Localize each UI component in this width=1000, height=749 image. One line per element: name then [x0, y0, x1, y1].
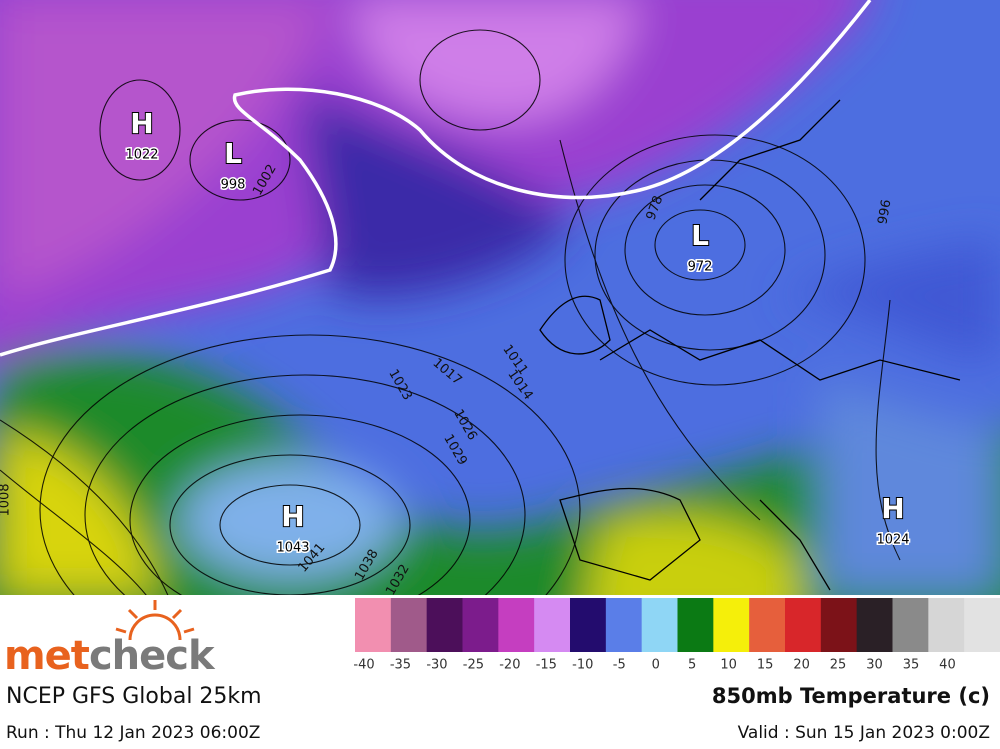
legend-label: -30 [426, 658, 447, 673]
legend-label: -35 [390, 658, 411, 673]
legend-label: 30 [866, 658, 883, 673]
svg-text:metcheck: metcheck [4, 633, 216, 679]
product-title: 850mb Temperature (c) [712, 684, 990, 708]
pressure-center-value: 972 [688, 260, 713, 275]
brand-suffix: check [89, 633, 216, 679]
legend-swatch [498, 598, 535, 652]
legend-label: 5 [688, 658, 696, 673]
isobars [0, 29, 901, 595]
pressure-center-value: 1024 [876, 533, 909, 548]
pressure-center-kind: L [691, 219, 709, 252]
legend-swatch [785, 598, 822, 652]
legend-swatch [426, 598, 463, 652]
legend-swatch [462, 598, 499, 652]
legend-label: 0 [652, 658, 660, 673]
legend-swatch [964, 598, 1000, 652]
legend-swatch [534, 598, 571, 652]
pressure-center-value: 998 [221, 178, 246, 193]
pressure-center-kind: H [130, 107, 153, 140]
pressure-center-kind: H [281, 500, 304, 533]
legend-label: -10 [572, 658, 593, 673]
run-time: Run : Thu 12 Jan 2023 06:00Z [6, 723, 260, 743]
coastlines [539, 99, 961, 591]
legend-swatch [641, 598, 678, 652]
legend-swatch [605, 598, 643, 652]
sun-icon [115, 600, 195, 641]
pressure-center-kind: L [224, 137, 242, 170]
legend-swatch [892, 598, 929, 652]
legend-label: -5 [613, 658, 626, 673]
legend-swatch [390, 598, 428, 652]
legend-label: 40 [939, 658, 956, 673]
brand-prefix: met [4, 633, 90, 679]
pressure-center-kind: H [881, 492, 904, 525]
legend-swatch [677, 598, 714, 652]
legend-label: 35 [903, 658, 920, 673]
brand-logo: metcheck [4, 600, 217, 679]
legend-swatch [856, 598, 893, 652]
color-legend: -40 -35 -30 -25 -20 -15 -10 -5 0 5 10 15 20 25 30 35 40 [353, 598, 1000, 673]
model-name: NCEP GFS Global 25km [6, 684, 262, 709]
legend-swatch [749, 598, 786, 652]
legend-label: 20 [793, 658, 810, 673]
legend-swatch [570, 598, 607, 652]
legend-swatch [713, 598, 750, 652]
legend-label: 25 [830, 658, 847, 673]
valid-time: Valid : Sun 15 Jan 2023 0:00Z [738, 723, 990, 743]
legend-label: -20 [499, 658, 520, 673]
legend-label: -40 [353, 658, 374, 673]
pressure-center-value: 1022 [125, 148, 158, 163]
freezing-line [0, 0, 872, 357]
legend-label: 10 [720, 658, 737, 673]
legend-label: 15 [757, 658, 774, 673]
legend-swatch [928, 598, 965, 652]
legend-swatch [355, 598, 392, 652]
legend-label: -25 [463, 658, 484, 673]
isobar-label: 996 [875, 198, 894, 225]
legend-swatch [820, 598, 858, 652]
pressure-center-value: 1043 [276, 541, 309, 556]
legend-label: -15 [536, 658, 557, 673]
isobar-label: 1008 [0, 483, 13, 516]
